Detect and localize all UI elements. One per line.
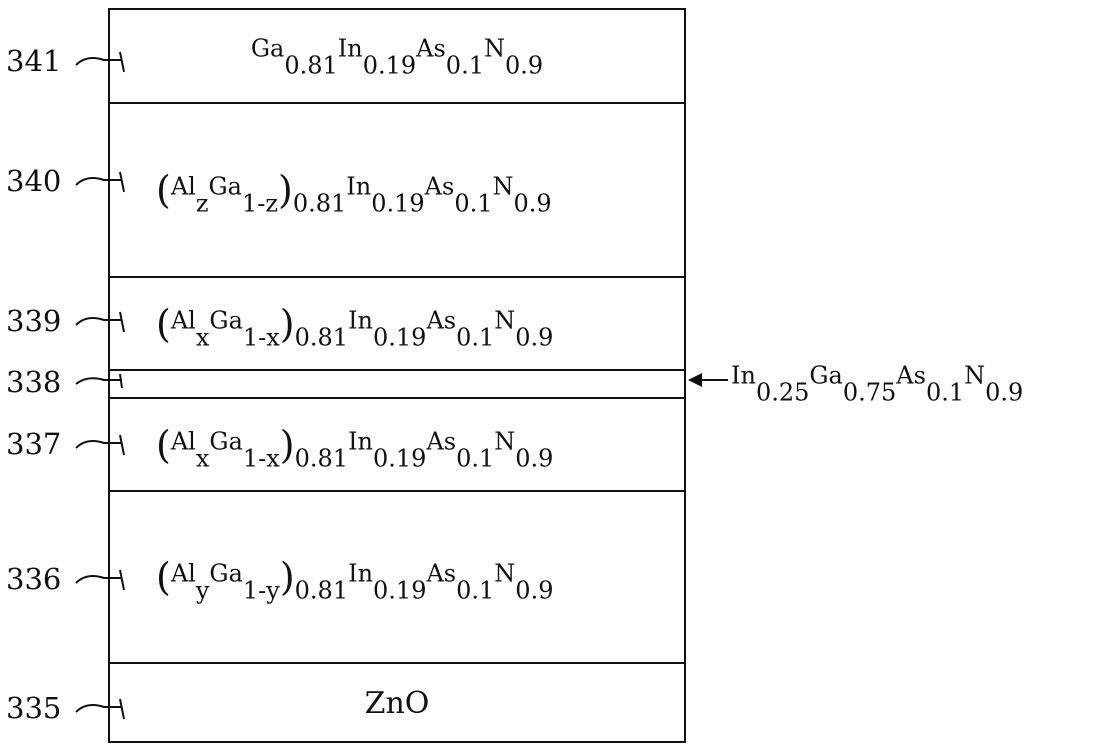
layer-stack: Ga0.81In0.19As0.1N0.9 (AlzGa1-z)0.81In0.… [108, 8, 686, 743]
leader-337 [75, 434, 125, 456]
layer-340: (AlzGa1-z)0.81In0.19As0.1N0.9 [110, 104, 684, 278]
layer-335-formula: ZnO [364, 685, 430, 721]
layer-341: Ga0.81In0.19As0.1N0.9 [110, 10, 684, 104]
leader-339 [75, 311, 125, 333]
layer-339: (AlxGa1-x)0.81In0.19As0.1N0.9 [110, 278, 684, 371]
annotation-arrow-head [688, 373, 702, 387]
layer-339-formula: (AlxGa1-x)0.81In0.19As0.1N0.9 [156, 301, 554, 351]
leader-336 [75, 569, 125, 591]
layer-340-formula: (AlzGa1-z)0.81In0.19As0.1N0.9 [156, 168, 552, 218]
layer-337-formula: (AlxGa1-x)0.81In0.19As0.1N0.9 [156, 422, 554, 472]
ref-341: 341 [6, 44, 62, 78]
layer-336-formula: (AlyGa1-y)0.81In0.19As0.1N0.9 [156, 555, 554, 605]
ref-337: 337 [6, 427, 62, 461]
ref-339: 339 [6, 304, 62, 338]
layer-335: ZnO [110, 664, 684, 743]
annotation-338: In0.25Ga0.75As0.1N0.9 [731, 361, 1024, 407]
leader-341 [75, 51, 125, 73]
leader-340 [75, 171, 125, 193]
leader-335 [75, 698, 125, 720]
layer-338 [110, 371, 684, 399]
ref-338: 338 [6, 365, 62, 399]
layer-337: (AlxGa1-x)0.81In0.19As0.1N0.9 [110, 399, 684, 492]
layer-341-formula: Ga0.81In0.19As0.1N0.9 [250, 34, 544, 80]
ref-340: 340 [6, 164, 62, 198]
ref-336: 336 [6, 562, 62, 596]
leader-338 [75, 373, 123, 389]
layer-336: (AlyGa1-y)0.81In0.19As0.1N0.9 [110, 492, 684, 664]
ref-335: 335 [6, 691, 62, 725]
